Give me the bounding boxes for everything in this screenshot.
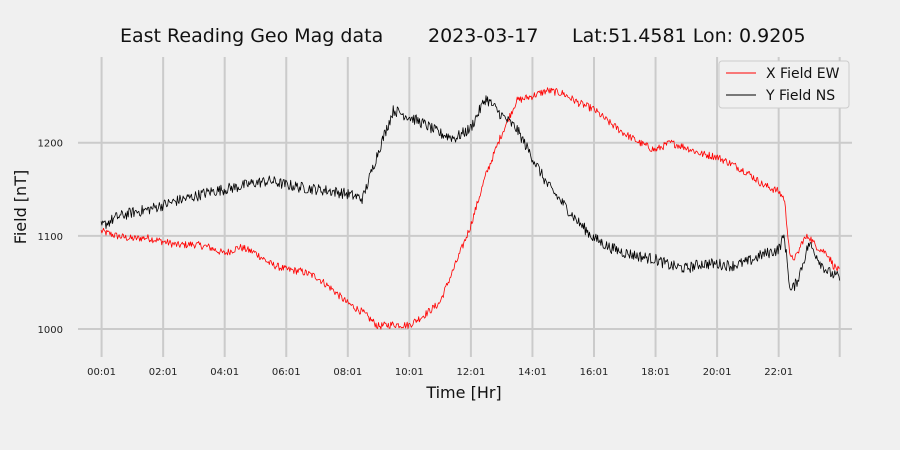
legend-label-y-field: Y Field NS bbox=[765, 88, 835, 104]
x-tick-label: 20:01 bbox=[703, 367, 732, 378]
x-tick-label: 10:01 bbox=[395, 367, 424, 378]
x-tick-label: 16:01 bbox=[580, 367, 609, 378]
x-tick-label: 22:01 bbox=[764, 367, 793, 378]
x-axis-label: Time [Hr] bbox=[425, 383, 501, 402]
y-tick-label: 1100 bbox=[38, 232, 63, 243]
x-tick-label: 02:01 bbox=[149, 367, 178, 378]
series-line-x-field bbox=[100, 87, 840, 330]
x-tick-label: 08:01 bbox=[333, 367, 362, 378]
x-tick-label: 06:01 bbox=[272, 367, 301, 378]
chart-title: East Reading Geo Mag data 2023-03-17 Lat… bbox=[120, 25, 806, 47]
chart-title-date: 2023-03-17 bbox=[428, 25, 538, 47]
series-line-y-field bbox=[100, 95, 841, 291]
y-tick-label: 1200 bbox=[38, 139, 63, 150]
x-tick-label: 14:01 bbox=[518, 367, 547, 378]
y-axis-label: Field [nT] bbox=[11, 170, 30, 244]
x-tick-label: 00:01 bbox=[87, 367, 116, 378]
x-axis-ticks: 00:01 02:01 04:01 06:01 08:01 10:01 12:01 14:01… bbox=[87, 367, 793, 378]
legend: X Field EW Y Field NS bbox=[718, 60, 850, 109]
x-tick-label: 18:01 bbox=[641, 367, 670, 378]
legend-label-x-field: X Field EW bbox=[766, 66, 840, 82]
x-tick-label: 12:01 bbox=[456, 367, 485, 378]
chart-title-text: East Reading Geo Mag data bbox=[120, 25, 383, 47]
y-tick-label: 1000 bbox=[38, 325, 63, 336]
y-axis-ticks: 1000 1100 1200 bbox=[38, 139, 63, 336]
x-tick-label: 04:01 bbox=[210, 367, 239, 378]
chart-title-location: Lat:51.4581 Lon: 0.9205 bbox=[572, 25, 806, 47]
series-layer bbox=[100, 87, 841, 330]
